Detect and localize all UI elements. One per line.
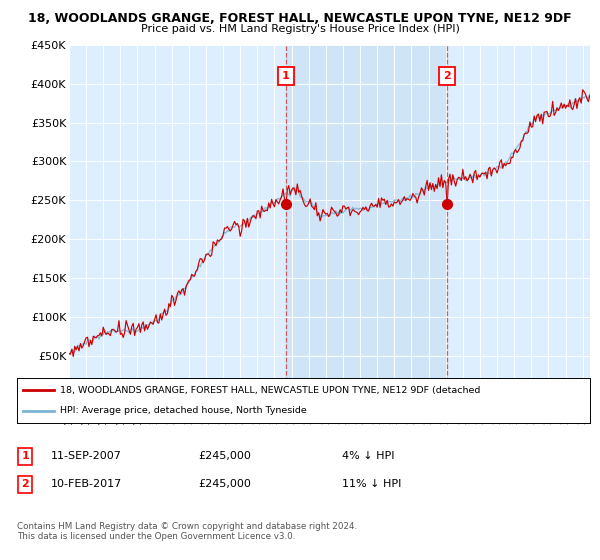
Text: 18, WOODLANDS GRANGE, FOREST HALL, NEWCASTLE UPON TYNE, NE12 9DF (detached: 18, WOODLANDS GRANGE, FOREST HALL, NEWCA… (60, 386, 480, 395)
Text: 11% ↓ HPI: 11% ↓ HPI (342, 479, 401, 489)
Text: Contains HM Land Registry data © Crown copyright and database right 2024.
This d: Contains HM Land Registry data © Crown c… (17, 522, 357, 542)
Text: 2: 2 (22, 479, 29, 489)
Text: £245,000: £245,000 (198, 479, 251, 489)
Text: Price paid vs. HM Land Registry's House Price Index (HPI): Price paid vs. HM Land Registry's House … (140, 24, 460, 34)
Text: 4% ↓ HPI: 4% ↓ HPI (342, 451, 395, 461)
Text: 18, WOODLANDS GRANGE, FOREST HALL, NEWCASTLE UPON TYNE, NE12 9DF: 18, WOODLANDS GRANGE, FOREST HALL, NEWCA… (28, 12, 572, 25)
Bar (286, 45, 447, 395)
Text: HPI: Average price, detached house, North Tyneside: HPI: Average price, detached house, Nort… (60, 406, 307, 415)
Text: 1: 1 (22, 451, 29, 461)
Text: £245,000: £245,000 (198, 451, 251, 461)
Text: 1: 1 (282, 71, 290, 81)
Text: 2: 2 (443, 71, 451, 81)
Text: 11-SEP-2007: 11-SEP-2007 (51, 451, 122, 461)
Text: 10-FEB-2017: 10-FEB-2017 (51, 479, 122, 489)
